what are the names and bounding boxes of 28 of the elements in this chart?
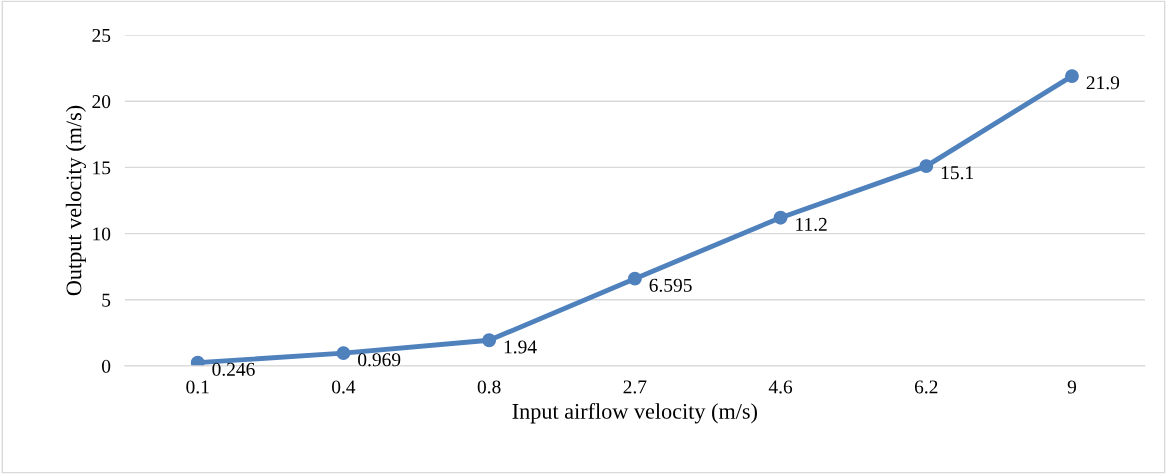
x-tick-label: 9 bbox=[1067, 380, 1077, 394]
data-label: 15.1 bbox=[941, 166, 974, 180]
y-tick-label: 10 bbox=[93, 227, 111, 241]
point bbox=[1065, 69, 1079, 84]
point bbox=[773, 210, 788, 225]
point bbox=[336, 346, 351, 361]
data-label: 21.9 bbox=[1086, 76, 1120, 90]
x-tick-label: 6.2 bbox=[914, 380, 938, 394]
x-tick-label: 2.7 bbox=[623, 380, 647, 394]
data-label: 1.94 bbox=[504, 340, 537, 354]
point bbox=[919, 159, 934, 174]
point bbox=[627, 271, 642, 286]
data-label: 0.246 bbox=[212, 362, 255, 376]
data-label: 11.2 bbox=[796, 217, 827, 231]
y-tick-label: 15 bbox=[93, 161, 111, 175]
y-tick-label: 5 bbox=[102, 293, 111, 307]
y-tick-label: 20 bbox=[92, 95, 111, 109]
data-label: 0.969 bbox=[358, 353, 401, 367]
x-tick-label: 0.1 bbox=[186, 380, 209, 394]
x-tick-label: 0.4 bbox=[332, 380, 356, 394]
y-tick-label: 0 bbox=[102, 359, 111, 373]
point bbox=[482, 333, 497, 348]
x-tick-label: 0.8 bbox=[477, 380, 501, 394]
y-axis-title: Output velocity (m/s) bbox=[65, 105, 86, 296]
x-tick-label: 4.6 bbox=[768, 380, 793, 394]
x-axis-title: Input airflow velocity (m/s) bbox=[512, 403, 757, 424]
y-tick-label: 25 bbox=[92, 28, 111, 43]
data-label: 6.595 bbox=[649, 278, 692, 292]
